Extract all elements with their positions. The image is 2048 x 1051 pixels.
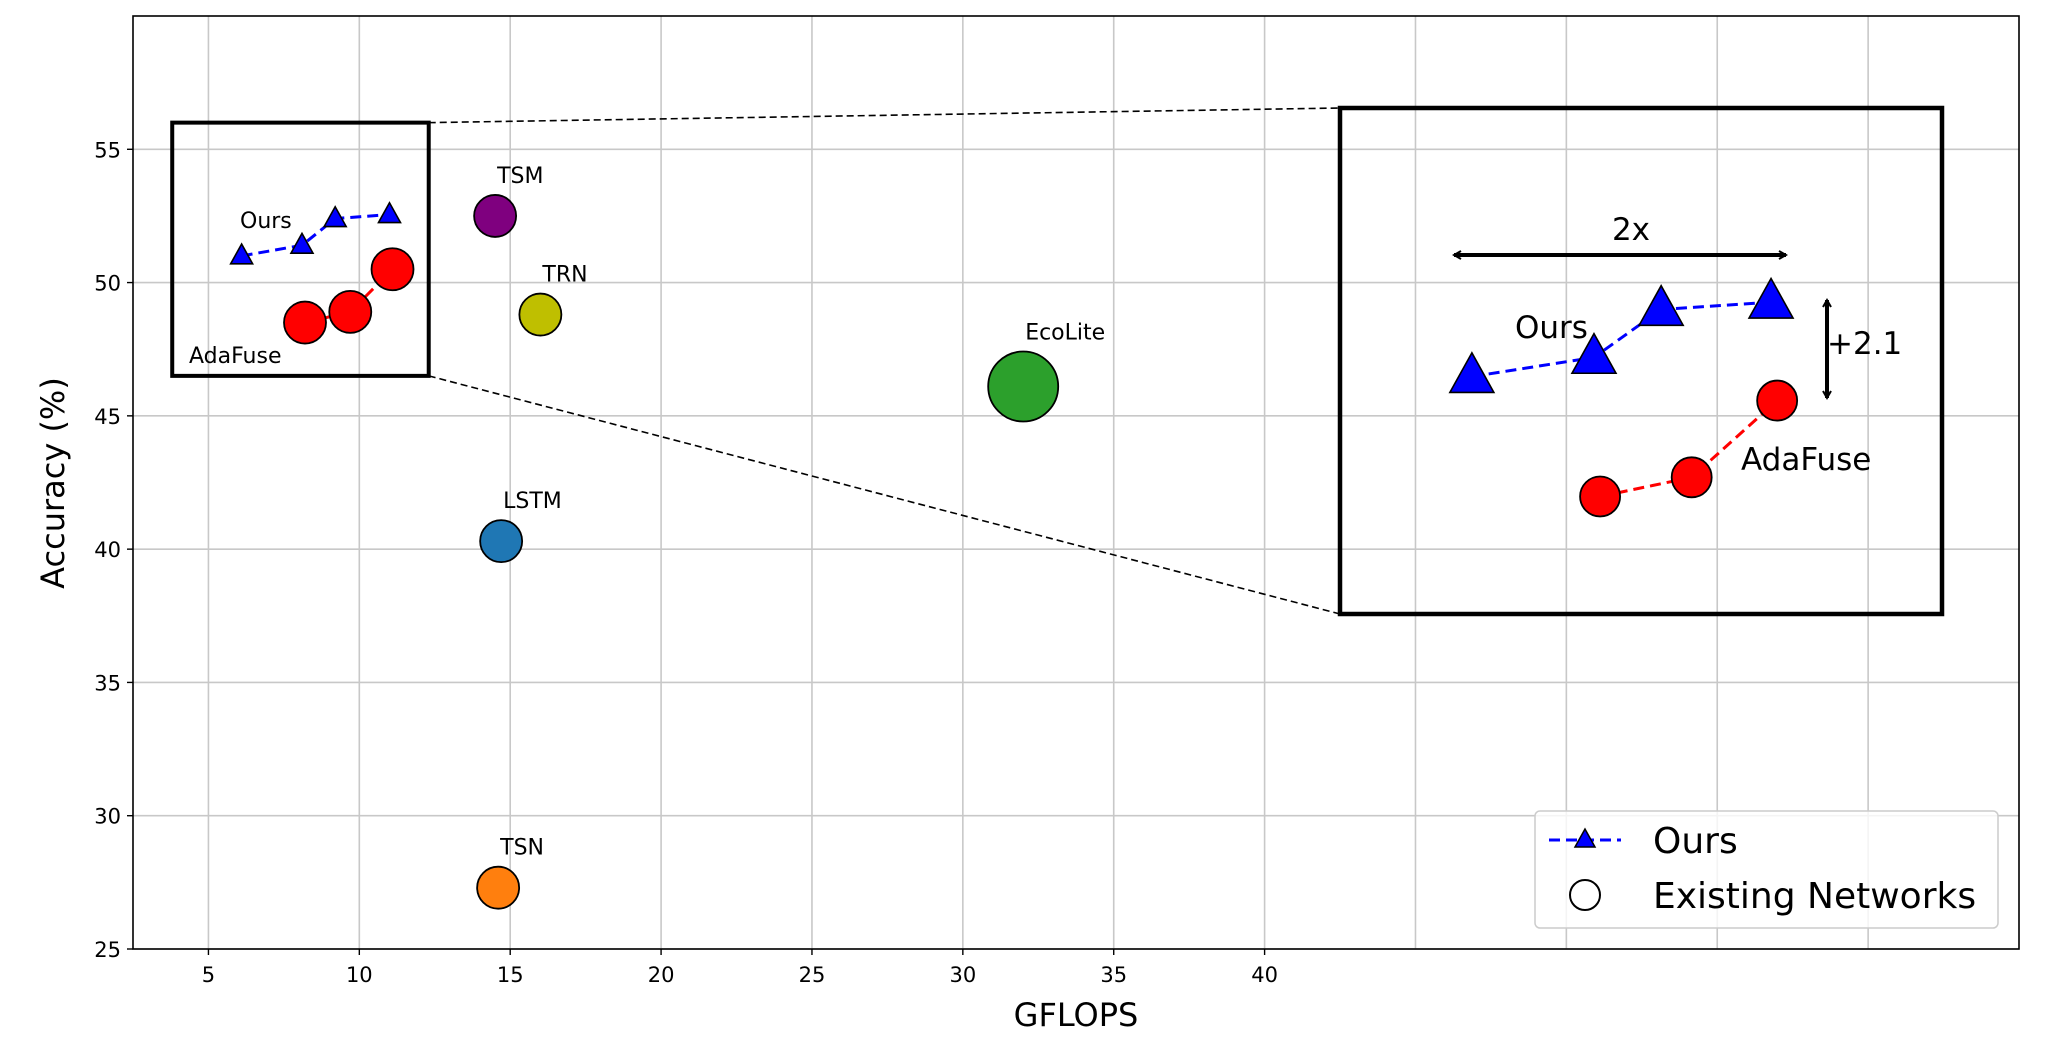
- point-lstm: [479, 519, 524, 564]
- point-trn: [518, 292, 563, 337]
- point-ecolite: [987, 350, 1060, 423]
- inset-label-ours: Ours: [1515, 310, 1588, 346]
- point-adafuse: [1579, 475, 1621, 518]
- speedup-label: 2x: [1612, 212, 1650, 248]
- point-ours: [289, 231, 315, 254]
- grid: [133, 16, 2019, 950]
- gain-label: +2.1: [1827, 326, 1902, 362]
- y-axis-label: Accuracy (%): [34, 377, 72, 589]
- label-ecolite: EcoLite: [1025, 321, 1105, 346]
- point-ours: [322, 205, 348, 228]
- point-ours: [1448, 351, 1496, 394]
- plot-frame: [132, 15, 2020, 950]
- y-tick-label: 50: [94, 272, 121, 296]
- y-tick-label: 25: [94, 938, 121, 962]
- x-tick-label: 30: [949, 963, 976, 987]
- main-marks: Ours AdaFuse TSM TRN EcoLite LSTM TSN: [189, 164, 1105, 910]
- label-lstm: LSTM: [503, 489, 562, 514]
- point-ours: [229, 242, 254, 265]
- point-adafuse: [1756, 379, 1799, 422]
- y-tick-label: 30: [94, 805, 121, 829]
- x-tick-label: 5: [202, 963, 215, 987]
- connector-line-bottom: [428, 375, 1341, 615]
- zoom-region-box: [170, 120, 431, 378]
- x-axis-ticks: 5 10 15 20 25 30 35 40: [202, 949, 1278, 987]
- point-adafuse: [370, 247, 415, 292]
- label-trn: TRN: [541, 263, 587, 288]
- zoom-indicator: [170, 107, 1341, 615]
- y-tick-label: 45: [94, 405, 121, 429]
- label-ours: Ours: [240, 209, 292, 234]
- point-ours: [377, 201, 402, 224]
- legend-box: [1534, 810, 1999, 929]
- x-axis-label: GFLOPS: [1014, 996, 1139, 1034]
- point-adafuse: [1670, 456, 1713, 499]
- point-adafuse: [328, 289, 373, 334]
- x-tick-label: 20: [648, 963, 675, 987]
- x-tick-label: 25: [799, 963, 826, 987]
- point-ours: [1637, 284, 1685, 327]
- point-adafuse: [283, 300, 327, 345]
- legend-ours-triangle: [1573, 827, 1597, 848]
- inset-frame: [1337, 105, 1945, 617]
- point-ours: [1747, 276, 1795, 319]
- point-tsn: [476, 865, 521, 910]
- y-tick-label: 35: [94, 671, 121, 695]
- connector-line-top: [428, 107, 1341, 124]
- y-tick-label: 55: [94, 138, 121, 162]
- x-tick-label: 10: [346, 963, 373, 987]
- label-adafuse: AdaFuse: [189, 344, 282, 369]
- label-tsn: TSN: [499, 836, 544, 861]
- legend: Ours Existing Networks: [1534, 810, 1999, 929]
- legend-existing-circle: [1569, 879, 1601, 911]
- x-tick-label: 40: [1251, 963, 1278, 987]
- inset-plot: 2x +2.1 Ours AdaFuse: [1337, 105, 1945, 617]
- y-tick-label: 40: [94, 538, 121, 562]
- legend-ours-label: Ours: [1653, 821, 1738, 862]
- point-tsm: [473, 194, 518, 238]
- point-ours: [1570, 331, 1618, 375]
- x-tick-label: 35: [1100, 963, 1127, 987]
- label-tsm: TSM: [496, 164, 543, 189]
- x-tick-label: 15: [497, 963, 524, 987]
- inset-label-adafuse: AdaFuse: [1741, 442, 1871, 478]
- y-axis-ticks: 25 30 35 40 45 50 55: [94, 138, 133, 962]
- series-line-ours: [1471, 300, 1772, 379]
- legend-existing-label: Existing Networks: [1653, 876, 1976, 917]
